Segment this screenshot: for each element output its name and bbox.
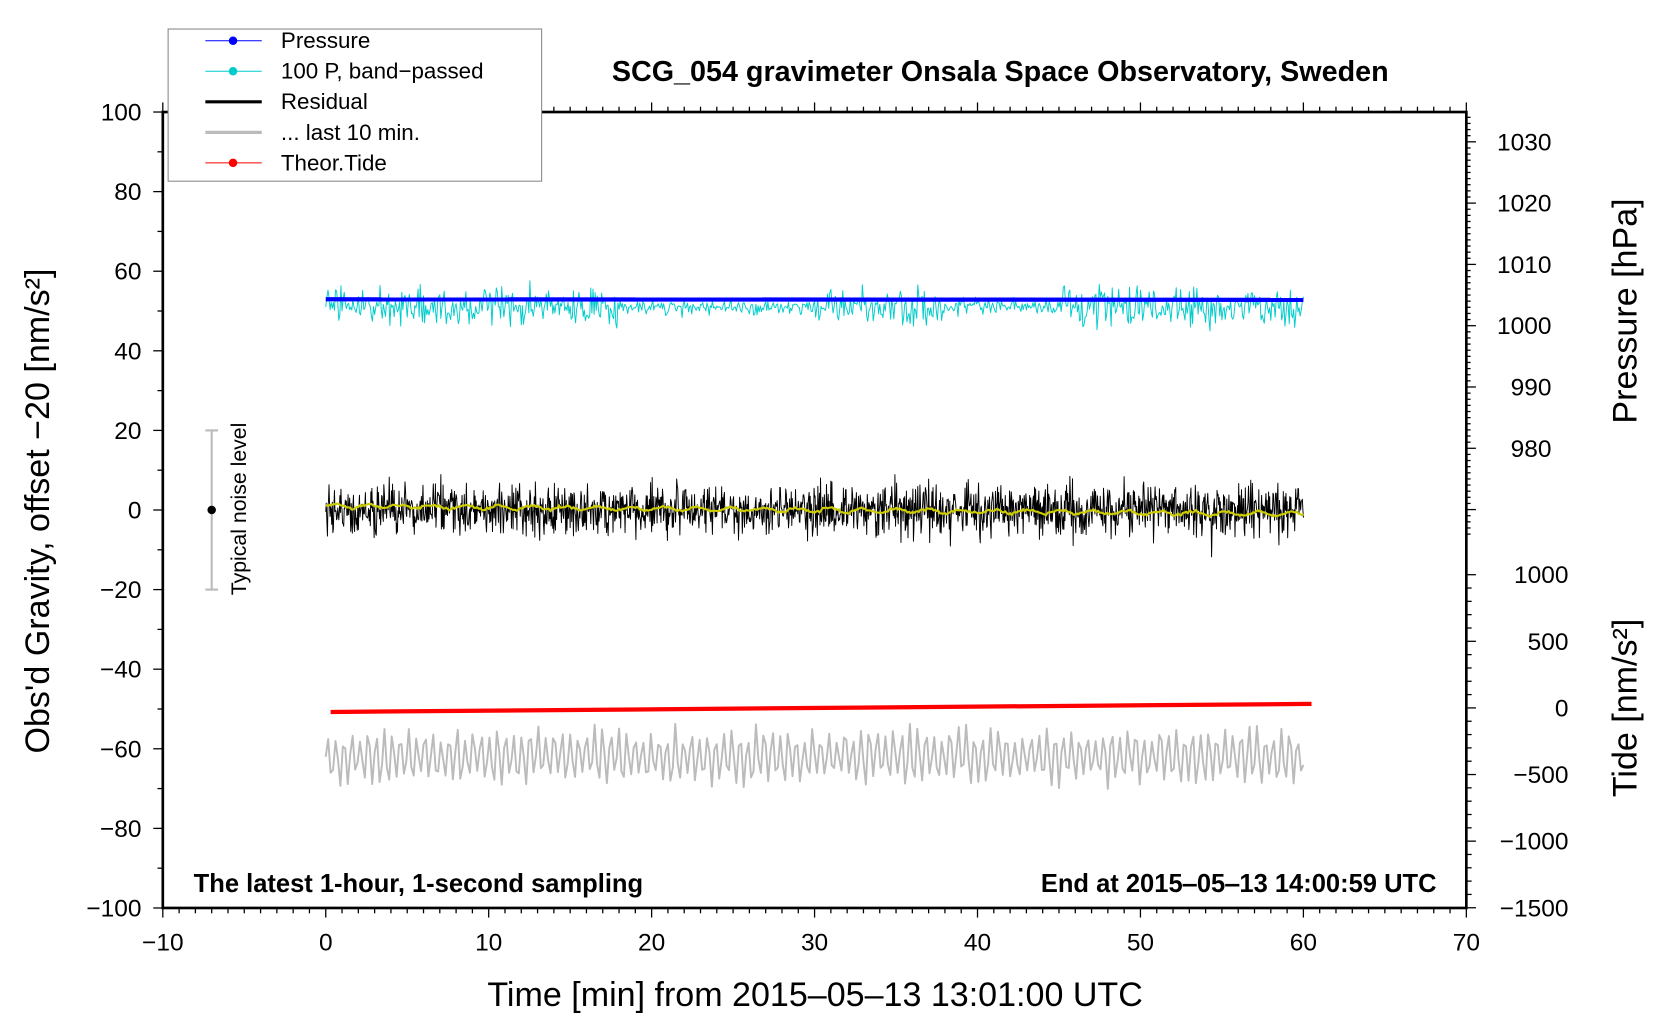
y-tick-label: 60 <box>114 259 141 286</box>
legend-item: ... last 10 min. <box>205 120 420 145</box>
pressure-tick-label: 990 <box>1511 375 1552 402</box>
legend-box <box>167 28 543 182</box>
x-tick-label: 20 <box>638 930 665 957</box>
y-tick-label: 80 <box>114 179 141 206</box>
y-tick-label: −20 <box>100 577 142 604</box>
band-passed-pressure-line <box>325 280 1304 332</box>
legend-label: ... last 10 min. <box>281 120 420 145</box>
y-tick-label: −80 <box>100 816 142 843</box>
y-tick-label: 0 <box>128 498 142 525</box>
noise-level-label: Typical noise level <box>227 423 251 596</box>
pressure-tick-label: 1010 <box>1497 252 1551 279</box>
noise-level-center-dot <box>207 505 216 515</box>
last-10-min-line <box>324 722 1305 790</box>
x-tick-label: 50 <box>1127 930 1154 957</box>
tide-tick-label: −500 <box>1513 762 1568 789</box>
chart-title: SCG_054 gravimeter Onsala Space Observat… <box>612 56 1389 88</box>
x-tick-label: 40 <box>964 930 991 957</box>
legend-item: Residual <box>205 89 368 114</box>
legend-item: 100 P, band−passed <box>205 59 484 84</box>
legend-marker <box>228 158 238 168</box>
legend-item: Pressure <box>205 28 370 53</box>
legend-label: Theor.Tide <box>281 150 387 175</box>
y-tick-label: 100 <box>101 100 142 127</box>
tide-tick-label: 500 <box>1528 629 1569 656</box>
tide-tick-label: −1500 <box>1500 895 1569 922</box>
y-tick-label: 20 <box>114 418 141 445</box>
x-tick-label: 0 <box>319 930 333 957</box>
tide-axis-label: Tide [nm/s²] <box>1607 619 1645 797</box>
plot-frame <box>161 110 1468 910</box>
pressure-tick-label: 980 <box>1511 436 1552 463</box>
legend-label: 100 P, band−passed <box>281 59 484 84</box>
legend-label: Pressure <box>281 28 370 53</box>
x-tick-label: 70 <box>1453 930 1480 957</box>
x-axis-label: Time [min] from 2015‒05‒13 13:01:00 UTC <box>487 976 1142 1014</box>
tide-tick-label: 0 <box>1555 695 1569 722</box>
x-tick-label: 30 <box>801 930 828 957</box>
legend-label: Residual <box>281 89 368 114</box>
tide-tick-label: 1000 <box>1514 562 1568 589</box>
y-axis-label: Obs'd Gravity, offset −20 [nm/s²] <box>19 269 57 754</box>
x-tick-label: −10 <box>142 930 184 957</box>
x-tick-label: 10 <box>475 930 502 957</box>
y-tick-label: −60 <box>100 736 142 763</box>
y-tick-label: 40 <box>114 338 141 365</box>
y-tick-label: −40 <box>100 657 142 684</box>
residual-line <box>325 474 1304 558</box>
legend-item: Theor.Tide <box>205 150 387 175</box>
pressure-tick-label: 1000 <box>1497 313 1551 340</box>
legend-marker <box>228 36 238 45</box>
tide-tick-label: −1000 <box>1500 829 1569 856</box>
x-tick-label: 60 <box>1290 930 1317 957</box>
pressure-tick-label: 1020 <box>1497 191 1551 218</box>
axis-ticks: −10 0 10 20 30 40 50 60 70100806040200−20−40−60−… <box>86 100 1568 957</box>
y-tick-label: −100 <box>86 895 141 922</box>
legend-marker <box>228 67 238 76</box>
annotation-right: End at 2015‒05‒13 14:00:59 UTC <box>1041 870 1437 898</box>
theoretical-tide-line <box>330 701 1312 715</box>
pressure-tick-label: 1030 <box>1497 129 1551 156</box>
residual-smoothed-line <box>325 502 1304 518</box>
pressure-line <box>325 297 1304 302</box>
annotation-left: The latest 1‑hour, 1‑second sampling <box>194 870 643 898</box>
legend: Pressure 100 P, band−passed Residual ... la… <box>167 28 543 182</box>
pressure-axis-label: Pressure [hPa] <box>1607 198 1645 423</box>
series-layer <box>205 280 1312 790</box>
